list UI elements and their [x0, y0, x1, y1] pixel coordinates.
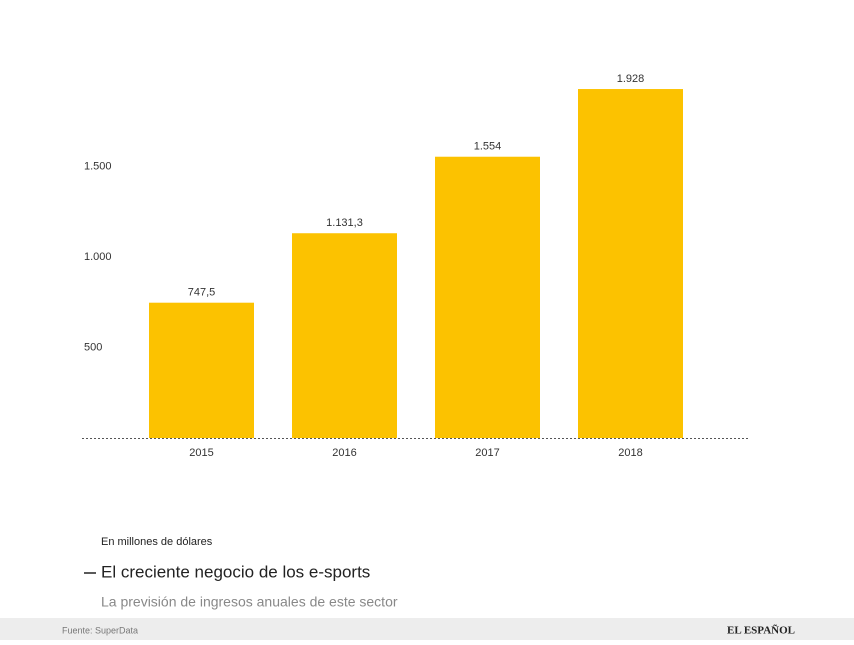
bar [435, 156, 540, 438]
x-tick-label: 2015 [189, 447, 213, 459]
value-label: 747,5 [188, 287, 216, 299]
bar [149, 302, 254, 438]
chart-subtitle: La previsión de ingresos anuales de este… [101, 594, 398, 610]
bar [578, 89, 683, 439]
value-label: 1.554 [474, 141, 502, 153]
value-label: 1.928 [617, 73, 645, 85]
annotation: En millones de dólares [101, 536, 213, 548]
chart-title: El creciente negocio de los e-sports [101, 562, 370, 581]
footer [0, 618, 854, 640]
y-tick-label: 500 [84, 341, 102, 353]
y-tick-label: 1.000 [84, 251, 112, 263]
brand: EL ESPAÑOL [727, 625, 795, 637]
y-tick-label: 1.500 [84, 160, 112, 172]
x-tick-label: 2018 [618, 447, 642, 459]
bar [292, 233, 397, 438]
x-tick-label: 2017 [475, 447, 499, 459]
x-tick-label: 2016 [332, 447, 356, 459]
source: Fuente: SuperData [62, 625, 138, 635]
value-label: 1.131,3 [326, 217, 363, 229]
